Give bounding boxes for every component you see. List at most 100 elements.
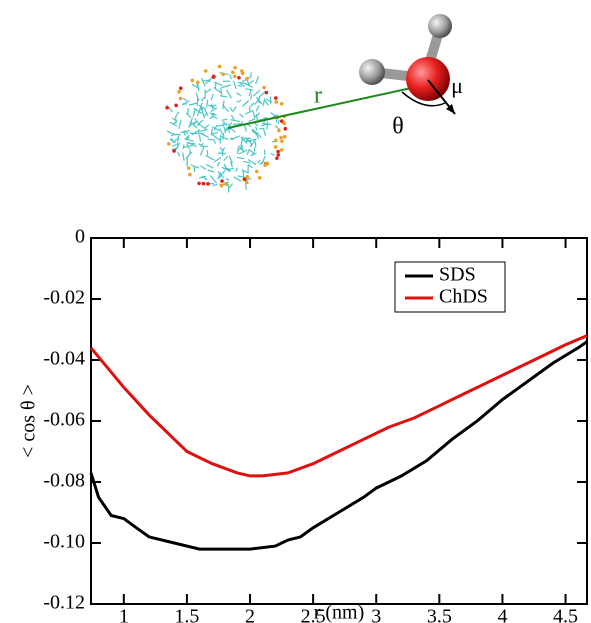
chain xyxy=(206,163,214,169)
chain xyxy=(248,118,256,123)
chain xyxy=(210,107,218,113)
chain xyxy=(246,149,250,156)
chain xyxy=(187,121,195,128)
chain xyxy=(222,100,225,110)
chain xyxy=(245,109,254,115)
chain xyxy=(249,138,257,148)
chain xyxy=(175,111,180,117)
headgroup xyxy=(206,182,210,186)
chain xyxy=(255,105,260,112)
chain xyxy=(255,126,258,131)
chain xyxy=(202,79,211,82)
chain xyxy=(204,124,210,129)
chain xyxy=(211,133,221,141)
x-tick-label: 3.5 xyxy=(427,606,452,623)
chain xyxy=(207,169,215,173)
headgroup xyxy=(275,156,279,160)
headgroup xyxy=(279,148,284,152)
headgroup xyxy=(273,145,278,149)
chain xyxy=(228,183,234,189)
chain xyxy=(241,169,249,174)
y-axis-label: < cos θ > xyxy=(18,384,40,458)
headgroup xyxy=(274,100,279,104)
chain xyxy=(270,112,276,117)
chain xyxy=(250,102,255,107)
chain xyxy=(197,128,200,135)
chain xyxy=(185,112,192,118)
chain xyxy=(169,121,178,127)
headgroup xyxy=(279,119,284,123)
chain xyxy=(170,133,176,137)
x-tick-label: 2 xyxy=(245,606,255,623)
chain xyxy=(193,120,198,126)
chain xyxy=(200,165,207,171)
headgroup xyxy=(244,180,249,185)
chain xyxy=(219,95,228,98)
chain xyxy=(176,151,181,157)
chain xyxy=(200,77,206,87)
chain xyxy=(240,144,244,150)
chain xyxy=(236,99,242,103)
chain xyxy=(185,134,190,140)
chain xyxy=(182,97,188,102)
chain xyxy=(245,138,248,144)
headgroup xyxy=(177,89,181,94)
chain xyxy=(174,142,181,152)
chain xyxy=(236,156,245,160)
chain xyxy=(255,96,263,105)
chain xyxy=(226,89,232,99)
chain xyxy=(196,108,201,117)
plot-frame xyxy=(90,237,588,605)
water-molecule xyxy=(359,14,456,115)
headgroup xyxy=(274,138,278,143)
chain xyxy=(272,114,279,118)
y-tick-label: -0.06 xyxy=(43,409,85,431)
chain xyxy=(247,158,257,166)
chain xyxy=(225,177,230,182)
chain xyxy=(202,112,208,119)
chain xyxy=(209,112,216,115)
chain xyxy=(230,119,241,123)
x-tick-label: 4 xyxy=(497,606,507,623)
legend-box xyxy=(394,261,506,313)
headgroup xyxy=(282,134,287,139)
chain xyxy=(196,119,204,127)
chain xyxy=(216,161,221,167)
chain xyxy=(261,155,266,165)
chain xyxy=(193,107,203,115)
headgroup xyxy=(174,103,178,108)
headgroup xyxy=(217,64,222,69)
chain xyxy=(257,159,261,164)
chain xyxy=(213,156,222,163)
chain xyxy=(218,170,226,179)
chain xyxy=(166,130,176,136)
chain xyxy=(220,87,223,96)
chain xyxy=(171,144,177,147)
mu-label: μ xyxy=(451,73,463,98)
chain xyxy=(210,131,219,135)
chain xyxy=(251,128,256,133)
chain xyxy=(221,118,228,121)
chain xyxy=(217,171,225,179)
chain xyxy=(237,84,243,87)
r-vector xyxy=(227,84,426,129)
chain xyxy=(209,104,217,107)
headgroup xyxy=(245,175,250,179)
headgroup xyxy=(245,76,249,81)
chain xyxy=(204,80,211,85)
headgroup xyxy=(233,65,237,70)
chain xyxy=(235,167,238,172)
chain xyxy=(243,160,251,164)
oxygen xyxy=(406,57,450,101)
chain xyxy=(230,114,235,121)
chain xyxy=(188,102,199,106)
chain xyxy=(262,127,267,137)
headgroup xyxy=(165,105,169,110)
y-tick-label: -0.08 xyxy=(43,470,85,492)
y-tick-label: -0.02 xyxy=(43,287,85,309)
chain xyxy=(206,99,209,108)
chain xyxy=(254,97,261,105)
chain xyxy=(243,82,253,88)
chain xyxy=(191,83,199,89)
headgroup xyxy=(203,69,208,73)
